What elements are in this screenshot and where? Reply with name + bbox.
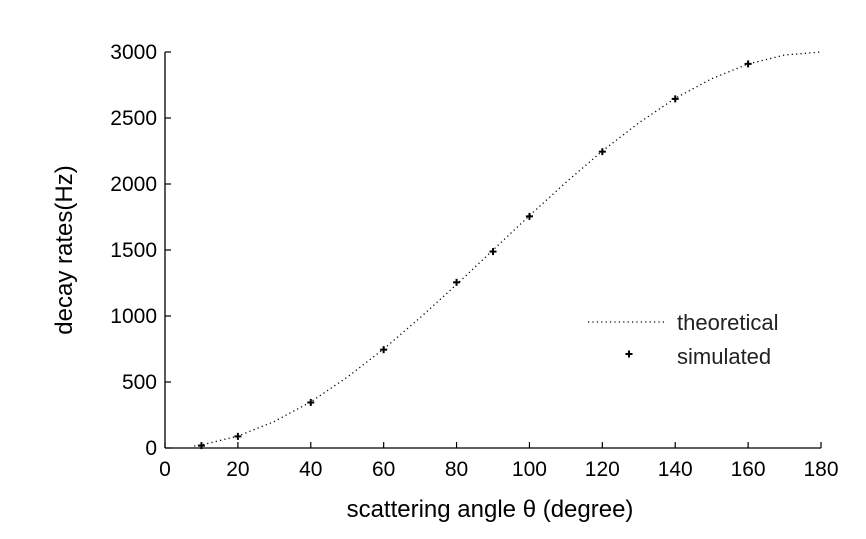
data-point-simulated-80 bbox=[453, 278, 461, 286]
x-tick-label-0: 0 bbox=[159, 458, 171, 481]
series-layer bbox=[194, 51, 822, 450]
x-tick-label-100: 100 bbox=[512, 458, 547, 481]
data-point-simulated-100 bbox=[525, 212, 533, 220]
x-tick-label-20: 20 bbox=[226, 458, 249, 481]
data-point-simulated-60 bbox=[380, 346, 388, 354]
x-tick-label-60: 60 bbox=[372, 458, 395, 481]
x-tick-label-160: 160 bbox=[731, 458, 766, 481]
y-tick-label-2500: 2500 bbox=[110, 107, 157, 130]
y-axis-label: decay rates(Hz) bbox=[51, 165, 78, 334]
data-point-simulated-160 bbox=[744, 60, 752, 68]
x-tick-label-180: 180 bbox=[803, 458, 838, 481]
x-axis-label: scattering angle θ (degree) bbox=[347, 496, 634, 523]
data-point-simulated-140 bbox=[671, 95, 679, 103]
x-tick-label-40: 40 bbox=[299, 458, 322, 481]
data-point-simulated-40 bbox=[307, 398, 315, 406]
legend-label-simulated: simulated bbox=[677, 344, 771, 369]
series-line-theoretical bbox=[194, 51, 822, 447]
y-tick-label-2000: 2000 bbox=[110, 173, 157, 196]
data-point-simulated-120 bbox=[598, 148, 606, 156]
legend-marker-simulated bbox=[625, 350, 633, 358]
y-tick-label-3000: 3000 bbox=[110, 41, 157, 64]
x-tick-label-80: 80 bbox=[445, 458, 468, 481]
legend: theoretical simulated bbox=[588, 310, 779, 369]
legend-label-theoretical: theoretical bbox=[677, 310, 779, 335]
y-tick-label-0: 0 bbox=[145, 437, 157, 460]
y-tick-label-500: 500 bbox=[122, 371, 157, 394]
x-tick-label-120: 120 bbox=[585, 458, 620, 481]
data-point-simulated-20 bbox=[234, 432, 242, 440]
data-point-simulated-90 bbox=[489, 248, 497, 256]
x-tick-label-140: 140 bbox=[658, 458, 693, 481]
data-point-simulated-10 bbox=[197, 442, 205, 450]
y-tick-label-1500: 1500 bbox=[110, 239, 157, 262]
y-ticks: 0 500 1000 1500 2000 2500 3000 bbox=[110, 41, 171, 460]
x-ticks: 0 20 40 60 80 100 120 140 160 180 bbox=[159, 442, 839, 481]
y-tick-label-1000: 1000 bbox=[110, 305, 157, 328]
